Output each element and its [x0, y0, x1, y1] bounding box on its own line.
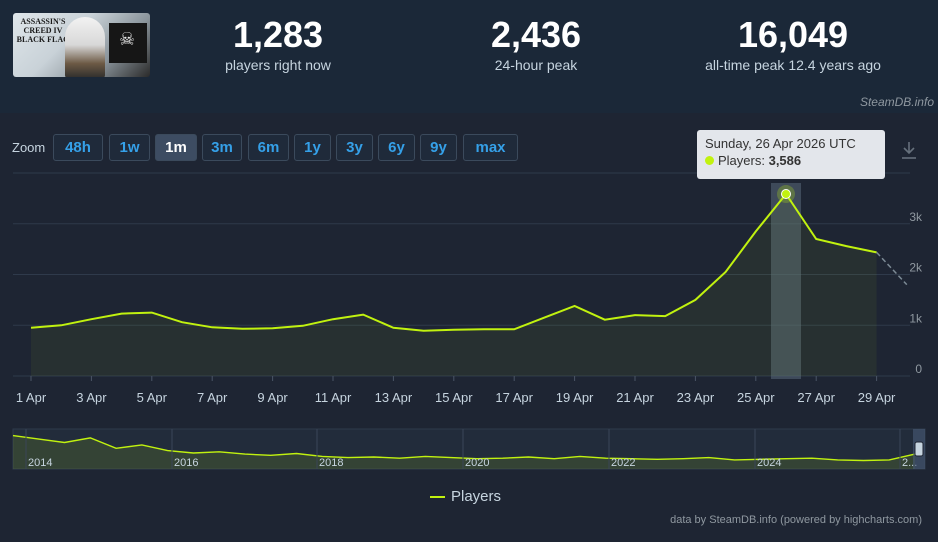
x-tick-label: 11 Apr: [315, 390, 352, 405]
x-tick-label: 27 Apr: [797, 390, 835, 405]
x-tick-label: 9 Apr: [257, 390, 288, 405]
legend-line-icon: [430, 496, 445, 499]
zoom-label: Zoom: [12, 140, 46, 155]
hover-highlight-band: [771, 183, 801, 379]
highlight-point[interactable]: [781, 189, 791, 200]
game-thumbnail[interactable]: ASSASSIN'S CREED IV BLACK FLAG: [13, 13, 150, 77]
zoom-button-1w[interactable]: 1w: [109, 134, 150, 161]
x-tick-label: 7 Apr: [197, 390, 228, 405]
players-series-line: [30, 192, 877, 332]
players-area: [31, 194, 877, 376]
stat-all-time-peak: 16,049 all-time peak 12.4 years ago: [673, 14, 913, 74]
stat-label: 24-hour peak: [494, 57, 578, 73]
zoom-button-6m[interactable]: 6m: [248, 134, 289, 161]
x-tick-label: 3 Apr: [76, 390, 107, 405]
x-tick-label: 1 Apr: [16, 390, 47, 405]
navigator-year-label: 2018: [319, 457, 343, 469]
zoom-button-48h[interactable]: 48h: [53, 134, 103, 161]
zoom-button-max[interactable]: max: [463, 134, 518, 161]
navigator-year-label: 2024: [757, 457, 781, 469]
tooltip-series-label: Players:: [718, 153, 765, 168]
series-dot-icon: [705, 156, 714, 165]
players-series-partial-line: [876, 251, 908, 286]
steamdb-credit-link[interactable]: SteamDB.info: [859, 95, 934, 109]
x-tick-label: 21 Apr: [616, 390, 654, 405]
navigator-year-label: 2020: [465, 457, 489, 469]
download-icon[interactable]: [900, 140, 918, 160]
tooltip-series-line: Players: 3,586: [705, 152, 877, 170]
zoom-button-1y[interactable]: 1y: [294, 134, 331, 161]
x-tick-label: 5 Apr: [137, 390, 168, 405]
zoom-button-9y[interactable]: 9y: [420, 134, 457, 161]
navigator-frame: [12, 428, 926, 470]
navigator[interactable]: 2014 2016 2018 2020 2022 2024 2...: [12, 428, 926, 470]
navigator-year-label: 2022: [611, 457, 635, 469]
pirate-flag-icon: [109, 23, 147, 63]
game-logo: ASSASSIN'S CREED IV BLACK FLAG: [16, 17, 70, 44]
y-tick-label: 1k: [909, 311, 923, 325]
stat-label: players right now: [225, 57, 331, 73]
zoom-button-3m[interactable]: 3m: [202, 134, 242, 161]
navigator-series-line: [12, 434, 916, 462]
player-count-chart[interactable]: 1 Apr 3 Apr 5 Apr 7 Apr 9 Apr 11 Apr 13 Apr 15 …: [0, 113, 938, 542]
chart-legend[interactable]: Players: [430, 488, 501, 505]
stat-value: 16,049: [737, 14, 849, 55]
navigator-area: [13, 435, 915, 469]
navigator-year-label: 2016: [174, 457, 198, 469]
game-character-image: [65, 17, 105, 77]
stat-24h-peak: 2,436 24-hour peak: [436, 14, 636, 74]
tooltip-date: Sunday, 26 Apr 2026 UTC: [705, 136, 856, 151]
x-tick-label: 23 Apr: [677, 390, 715, 405]
chart-tooltip: Sunday, 26 Apr 2026 UTC Players: 3,586: [697, 130, 885, 179]
zoom-button-3y[interactable]: 3y: [336, 134, 373, 161]
x-tick-label: 19 Apr: [556, 390, 594, 405]
zoom-button-6y[interactable]: 6y: [378, 134, 415, 161]
stat-players-now: 1,283 players right now: [178, 14, 378, 74]
stat-label: all-time peak 12.4 years ago: [705, 57, 881, 73]
tooltip-value: 3,586: [768, 153, 802, 168]
y-tick-label: 3k: [909, 210, 923, 224]
x-tick-label: 15 Apr: [435, 390, 473, 405]
stat-value: 2,436: [490, 14, 582, 55]
x-tick-label: 13 Apr: [375, 390, 413, 405]
y-tick-label: 2k: [909, 261, 923, 275]
x-tick-label: 25 Apr: [737, 390, 775, 405]
x-tick-label: 17 Apr: [495, 390, 533, 405]
legend-label: Players: [451, 488, 502, 505]
stats-bar: ASSASSIN'S CREED IV BLACK FLAG 1,283 pla…: [0, 0, 938, 93]
stat-value: 1,283: [232, 14, 324, 55]
y-tick-label: 0: [915, 362, 922, 376]
highcharts-credit[interactable]: data by SteamDB.info (powered by highcha…: [670, 514, 922, 526]
zoom-button-1m[interactable]: 1m: [155, 134, 197, 161]
navigator-handle[interactable]: [914, 441, 924, 457]
x-tick-label: 29 Apr: [858, 390, 896, 405]
navigator-year-label: 2014: [28, 457, 52, 469]
